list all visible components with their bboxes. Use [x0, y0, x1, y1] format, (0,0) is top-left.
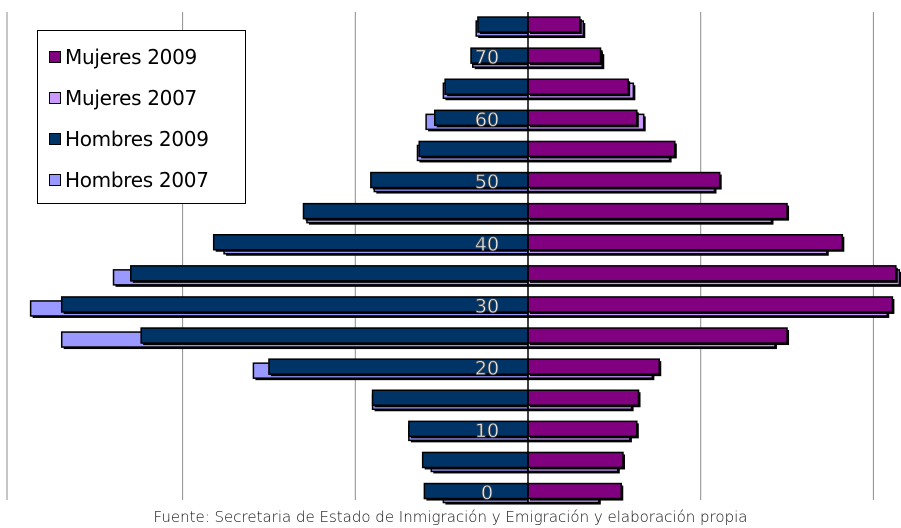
y-tick-label: 10 [475, 420, 499, 442]
bar-hombres-2009-5 [421, 451, 529, 469]
legend-item-mujeres-2007: Mujeres 2007 [49, 77, 245, 118]
bar-hombres-2009-45 [302, 202, 529, 220]
legend-item-hombres-2009: Hombres 2009 [49, 118, 245, 159]
bar-hombres-2009-50 [370, 171, 529, 189]
bar-mujeres-2009-20 [527, 358, 661, 375]
y-tick-labels: 0 10 20 30 40 50 60 70 [475, 12, 529, 504]
bar-hombres-2009-0 [423, 482, 529, 500]
bar-hombres-2009-65 [444, 78, 529, 95]
y-tick-label: 20 [475, 358, 499, 380]
y-tick-label: 0 [481, 482, 493, 504]
bar-mujeres-2009-50 [527, 171, 721, 189]
bar-mujeres-2009-60 [527, 109, 638, 127]
bar-mujeres-2009-35 [527, 265, 897, 282]
bar-hombres-2009-55 [418, 140, 529, 158]
bar-mujeres-2009-5 [527, 451, 624, 469]
y-tick-label: 50 [475, 171, 499, 193]
y-tick-label: 30 [475, 295, 499, 317]
y-tick-label: 70 [475, 47, 499, 69]
bar-hombres-2009-10 [408, 420, 529, 438]
bar-mujeres-2009-30 [527, 296, 894, 313]
bar-mujeres-2009-15 [527, 389, 640, 406]
y-tick-label: 40 [475, 233, 499, 255]
source-note: Fuente: Secretaria de Estado de Inmigrac… [153, 508, 748, 526]
bar-mujeres-2009-65 [527, 78, 629, 95]
bar-mujeres-2009-45 [527, 202, 788, 220]
bar-hombres-2009-25 [140, 327, 529, 344]
legend-label: Hombres 2009 [65, 126, 209, 151]
legend-item-hombres-2007: Hombres 2007 [49, 159, 245, 200]
bar-mujeres-2009-0 [527, 482, 623, 500]
bar-hombres-2009-15 [371, 389, 529, 406]
bar-mujeres-2009-70 [527, 47, 602, 64]
legend-item-mujeres-2009: Mujeres 2009 [49, 36, 245, 77]
legend-swatch-hombres-2007 [49, 173, 61, 186]
bar-mujeres-2009-25 [527, 327, 788, 344]
legend-label: Hombres 2007 [65, 167, 209, 192]
legend-swatch-mujeres-2007 [49, 91, 61, 104]
y-tick-label: 60 [475, 109, 499, 131]
legend-label: Mujeres 2009 [65, 44, 197, 69]
bar-mujeres-2009-10 [527, 420, 638, 438]
chart-legend: Mujeres 2009 Mujeres 2007 Hombres 2009 H… [37, 30, 246, 204]
legend-swatch-mujeres-2009 [49, 50, 61, 63]
bar-hombres-2009-75 [477, 16, 529, 33]
bar-mujeres-2009-75 [527, 16, 581, 33]
legend-label: Mujeres 2007 [65, 85, 197, 110]
bar-hombres-2009-35 [130, 265, 529, 282]
legend-swatch-hombres-2009 [49, 132, 61, 145]
bar-mujeres-2009-55 [527, 140, 676, 158]
bar-hombres-2009-30 [60, 296, 529, 313]
bar-mujeres-2009-40 [527, 234, 844, 251]
